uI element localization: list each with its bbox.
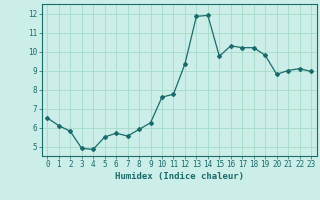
X-axis label: Humidex (Indice chaleur): Humidex (Indice chaleur) bbox=[115, 172, 244, 181]
